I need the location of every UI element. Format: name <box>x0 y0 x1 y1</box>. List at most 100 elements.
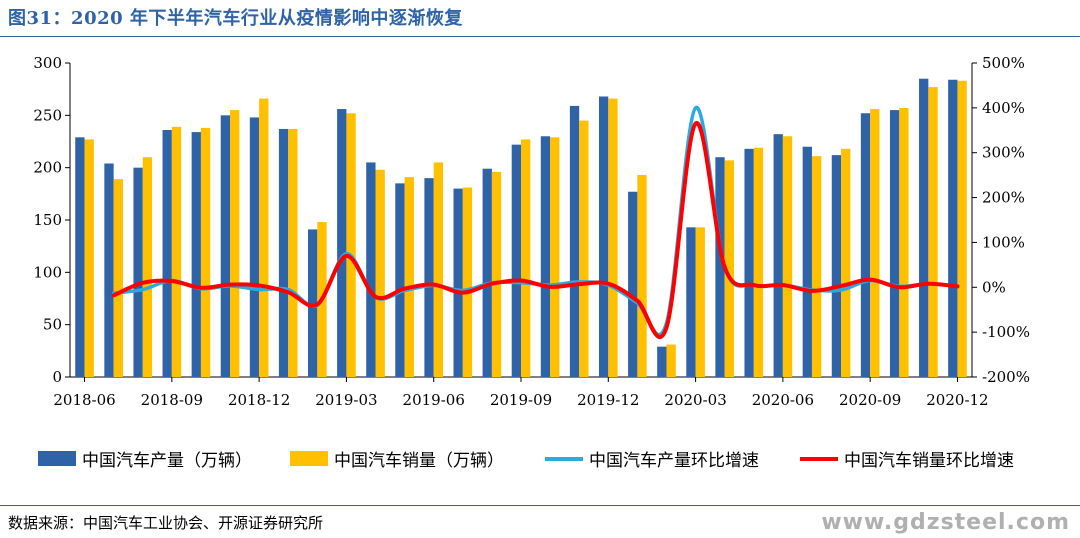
x-axis-tick-label: 2019-06 <box>403 391 465 409</box>
left-axis-tick-label: 50 <box>43 316 62 334</box>
right-axis-tick-label: -200% <box>982 368 1030 386</box>
bar-sales <box>637 174 647 377</box>
bar-production <box>104 163 114 377</box>
bar-production <box>75 137 85 377</box>
bar-sales <box>113 179 123 377</box>
left-axis-tick-label: 150 <box>33 211 62 229</box>
bar-production <box>366 162 376 377</box>
right-axis-tick-label: 400% <box>982 99 1025 117</box>
bar-production <box>395 183 405 377</box>
bar-production <box>540 136 551 377</box>
bar-production <box>889 110 900 377</box>
x-axis-tick-label: 2018-09 <box>141 391 203 409</box>
legend-label-production: 中国汽车产量（万辆） <box>82 451 252 471</box>
legend-swatch-sales <box>290 451 328 466</box>
bar-sales <box>84 139 94 377</box>
bar-sales <box>433 162 444 377</box>
x-axis-tick-label: 2020-09 <box>839 391 901 409</box>
bar-production <box>308 229 318 377</box>
bar-production <box>162 129 172 377</box>
bar-sales <box>462 187 473 377</box>
bar-production <box>773 134 783 377</box>
legend-swatch-production <box>38 451 76 466</box>
x-axis-tick-label: 2019-12 <box>577 391 639 409</box>
bar-sales <box>550 137 560 377</box>
bar-sales <box>782 136 793 377</box>
bar-production <box>598 96 609 377</box>
bar-production <box>191 132 201 377</box>
watermark: www.gdzsteel.com <box>821 510 1070 535</box>
x-axis-tick-label: 2020-06 <box>752 391 814 409</box>
bar-production <box>802 146 812 377</box>
bar-production <box>337 109 347 377</box>
right-axis-tick-label: 500% <box>982 54 1025 72</box>
bar-sales <box>753 147 764 377</box>
bar-sales <box>230 110 240 377</box>
left-axis-tick-label: 200 <box>33 159 62 177</box>
line-sales-mom <box>111 121 960 339</box>
title-divider <box>0 36 1080 37</box>
bar-sales <box>346 113 356 378</box>
bar-production <box>220 115 231 377</box>
line-production-mom <box>111 106 960 337</box>
bar-series <box>75 78 967 378</box>
legend-swatch-sales-mom <box>800 456 838 461</box>
bar-sales <box>899 108 909 378</box>
x-axis-tick-label: 2018-12 <box>228 391 290 409</box>
bar-production <box>628 191 638 377</box>
bar-production <box>453 188 463 377</box>
left-axis-tick-label: 100 <box>33 263 62 281</box>
bar-production <box>657 346 667 377</box>
chart-title: 图31：2020 年下半年汽车行业从疫情影响中逐渐恢复 <box>8 8 463 29</box>
x-axis-tick-label: 2019-09 <box>490 391 552 409</box>
legend-item-production-mom: 中国汽车产量环比增速 <box>545 446 759 471</box>
combo-chart: 0 50 100 150 200 250 300 -200% -100% 0% 100% 200% 30… <box>33 54 1030 409</box>
bar-sales <box>695 227 705 377</box>
chart-legend: 中国汽车产量（万辆） 中国汽车销量（万辆） 中国汽车产量环比增速 中国汽车销量环… <box>0 446 1080 472</box>
bar-sales <box>200 127 211 377</box>
bar-sales <box>259 98 269 377</box>
bar-production <box>686 227 696 377</box>
legend-item-sales: 中国汽车销量（万辆） <box>290 446 504 471</box>
bar-sales <box>666 344 676 377</box>
bar-production <box>482 168 492 377</box>
bar-production <box>744 148 754 377</box>
legend-item-sales-mom: 中国汽车销量环比增速 <box>800 446 1014 471</box>
bar-sales <box>841 148 851 377</box>
bar-sales <box>870 109 880 377</box>
bar-production <box>715 157 725 377</box>
footer-divider <box>0 505 1080 506</box>
bar-production <box>860 113 871 378</box>
bar-sales <box>957 80 967 377</box>
axis-labels: 0 50 100 150 200 250 300 -200% -100% 0% 100% 200% 30… <box>33 54 1030 409</box>
bar-sales <box>171 126 182 377</box>
bar-sales <box>811 156 822 377</box>
left-axis-tick-label: 250 <box>33 106 62 124</box>
legend-label-sales-mom: 中国汽车销量环比增速 <box>844 451 1014 471</box>
source-note: 数据来源：中国汽车工业协会、开源证券研究所 <box>8 514 324 532</box>
bar-sales <box>491 171 502 377</box>
legend-label-sales: 中国汽车销量（万辆） <box>334 451 504 471</box>
bar-production <box>278 128 289 377</box>
bar-sales <box>724 160 734 377</box>
right-axis-tick-label: 0% <box>982 278 1006 296</box>
bar-production <box>249 117 260 377</box>
right-axis-tick-label: 300% <box>982 144 1025 162</box>
bar-sales <box>288 128 298 377</box>
bar-sales <box>375 169 385 377</box>
bar-production <box>948 79 958 377</box>
left-axis-tick-label: 0 <box>52 368 62 386</box>
right-axis-tick-label: -100% <box>982 323 1030 341</box>
x-axis-tick-label: 2019-03 <box>315 391 377 409</box>
bar-production <box>511 144 521 377</box>
line-series <box>111 106 960 339</box>
chart-axes <box>65 62 977 382</box>
legend-swatch-production-mom <box>545 456 583 461</box>
bar-production <box>133 167 143 377</box>
x-axis-tick-label: 2020-03 <box>664 391 726 409</box>
bar-sales <box>142 157 153 377</box>
bar-sales <box>608 98 618 377</box>
bar-production <box>424 178 434 377</box>
bar-production <box>919 78 929 377</box>
bar-sales <box>579 120 589 378</box>
